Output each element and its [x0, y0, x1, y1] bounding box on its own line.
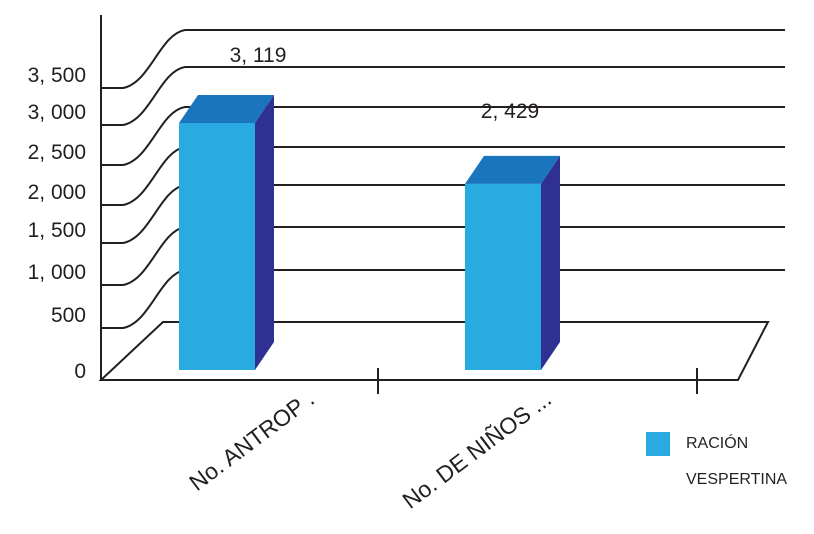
chart-floor: [98, 321, 770, 394]
legend-swatch: [646, 432, 670, 456]
bar-top: [465, 155, 560, 184]
legend: RACIÓN VESPERTINA: [646, 432, 787, 488]
y-tick-label: 3, 000: [28, 101, 86, 124]
bars: [179, 95, 560, 370]
gridline: [101, 106, 785, 166]
data-labels: 3, 119 2, 429: [230, 44, 540, 123]
y-tick-label: 0: [74, 360, 86, 383]
y-tick-label: 1, 500: [28, 219, 86, 242]
bar-front: [465, 183, 541, 370]
x-axis-labels: No. ANTROP . No. DE NIÑOS ...: [184, 385, 556, 513]
gridline: [101, 66, 785, 126]
data-label: 2, 429: [481, 100, 539, 123]
legend-label-line1: RACIÓN: [686, 433, 748, 452]
y-tick-label: 1, 000: [28, 261, 86, 284]
bar-front: [179, 123, 255, 370]
y-tick-label: 2, 500: [28, 141, 86, 164]
legend-label-line2: VESPERTINA: [686, 471, 787, 488]
data-label: 3, 119: [230, 44, 287, 67]
y-tick-label: 500: [51, 304, 86, 327]
category-label: No. ANTROP .: [184, 385, 319, 496]
gridlines: [100, 15, 785, 380]
y-tick-label: 2, 000: [28, 181, 86, 204]
y-tick-label: 3, 500: [28, 64, 86, 87]
y-axis-ticks: 0 500 1, 000 1, 500 2, 000 2, 500 3, 000 3, 500: [28, 64, 86, 383]
bar-side: [255, 95, 274, 370]
category-label: No. DE NIÑOS ...: [397, 385, 556, 513]
bar-side: [541, 155, 560, 370]
gridline: [101, 29, 785, 89]
bar-top: [179, 95, 274, 123]
